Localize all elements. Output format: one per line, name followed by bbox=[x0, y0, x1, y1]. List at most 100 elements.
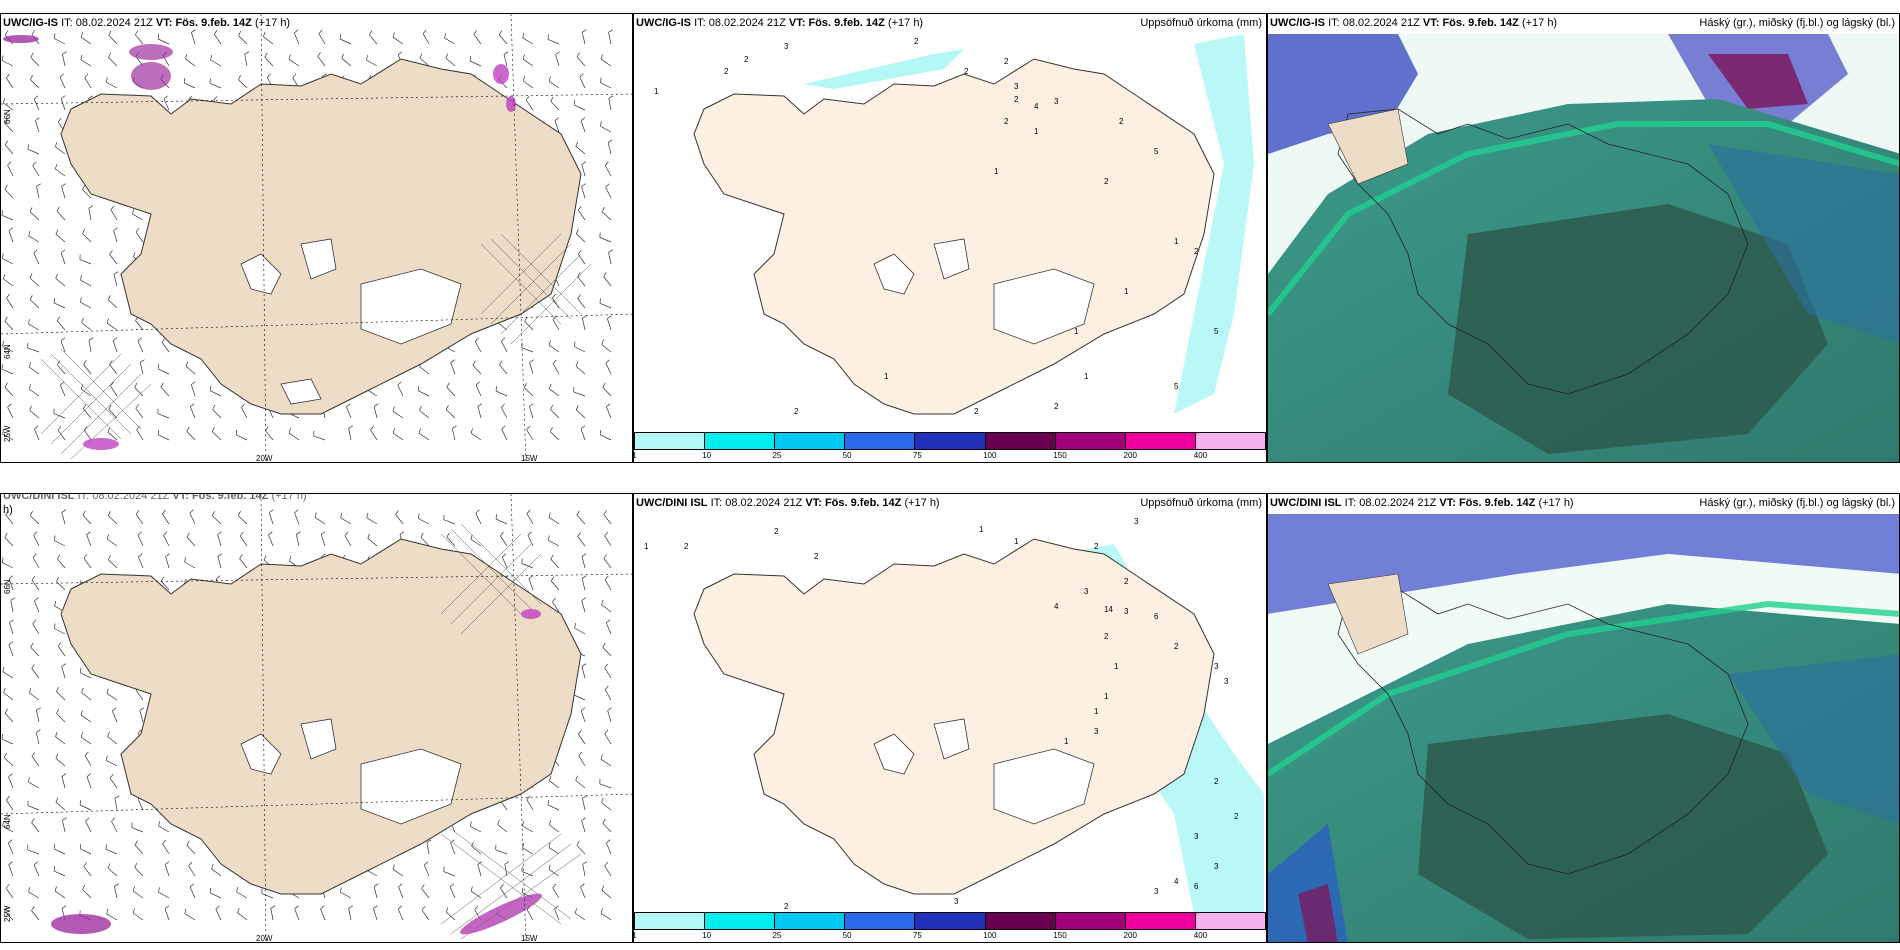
iceland-outline bbox=[1337, 588, 1749, 875]
wind-barb-flag bbox=[107, 295, 111, 301]
wind-barb bbox=[54, 848, 66, 855]
wind-barb bbox=[547, 804, 560, 811]
wind-barb-flag bbox=[495, 514, 497, 520]
wind-barb-flag bbox=[322, 73, 327, 77]
wind-map bbox=[1, 14, 632, 462]
wind-barb-flag bbox=[80, 732, 84, 738]
wind-barb bbox=[419, 366, 430, 375]
precip-value-label: 1 bbox=[884, 372, 889, 381]
wind-barb-flag bbox=[106, 688, 109, 694]
wind-barb-flag bbox=[577, 249, 582, 255]
wind-barb bbox=[134, 844, 144, 855]
wind-barb bbox=[268, 512, 274, 525]
wind-barb bbox=[189, 513, 196, 525]
panel-title: UWC/IG-IS IT: 08.02.2024 21Z VT: Fös. 9.… bbox=[3, 17, 291, 29]
wind-barb bbox=[604, 733, 612, 745]
wind-barb bbox=[185, 58, 196, 67]
wind-barb bbox=[4, 144, 14, 155]
wind-barb bbox=[606, 406, 612, 419]
wind-barb-flag bbox=[268, 531, 273, 536]
wind-barb-flag bbox=[85, 817, 90, 822]
wind-barb bbox=[576, 56, 586, 67]
wind-barb bbox=[106, 693, 118, 701]
precip-value-label: 2 bbox=[684, 542, 689, 551]
wind-barb-flag bbox=[33, 531, 38, 536]
colorbar-tick-label: 10 bbox=[702, 451, 712, 460]
precip-value-label: 1 bbox=[1014, 537, 1019, 546]
wind-barb bbox=[501, 341, 508, 353]
precip-value-label: 2 bbox=[1214, 777, 1219, 786]
wind-barb-flag bbox=[548, 512, 551, 518]
wind-barb-flag bbox=[549, 383, 552, 389]
wind-barb bbox=[548, 540, 560, 547]
wind-barb bbox=[241, 407, 248, 419]
wind-barb-flag bbox=[1, 364, 3, 370]
wind-barb bbox=[548, 81, 560, 89]
wind-barb bbox=[422, 33, 430, 45]
precip-value-label: 3 bbox=[954, 897, 959, 906]
wind-barb-flag bbox=[475, 381, 480, 386]
wind-barb bbox=[600, 434, 612, 441]
wind-barb bbox=[82, 189, 92, 199]
wind-barb bbox=[469, 60, 482, 67]
wind-barb-flag bbox=[582, 861, 588, 865]
wind-barb-flag bbox=[608, 95, 614, 99]
wind-barb-flag bbox=[84, 751, 89, 756]
wind-barb-flag bbox=[600, 77, 602, 83]
wind-barb-flag bbox=[106, 77, 108, 83]
wind-barb bbox=[580, 886, 586, 899]
wind-barb bbox=[157, 38, 170, 45]
wind-barb bbox=[165, 556, 170, 569]
wind-barb-flag bbox=[80, 297, 82, 303]
wind-barb-flag bbox=[114, 795, 120, 799]
wind-barb bbox=[5, 887, 14, 899]
wind-barb bbox=[602, 386, 612, 397]
wind-barb-flag bbox=[4, 184, 8, 190]
wind-barb bbox=[366, 59, 378, 67]
wind-barb bbox=[582, 864, 586, 877]
wind-barb bbox=[61, 512, 66, 525]
wind-barb-flag bbox=[603, 510, 607, 515]
panel-variable-title: Háský (gr.), miðský (fj.bl.) og lágský (… bbox=[1699, 497, 1895, 509]
wind-barb-flag bbox=[2, 341, 5, 347]
wind-barb bbox=[600, 759, 612, 767]
wind-barb-flag bbox=[184, 908, 187, 914]
wind-barb-flag bbox=[53, 866, 55, 872]
lat-label-25w: 25W bbox=[3, 425, 12, 442]
wind-barb bbox=[577, 298, 586, 309]
wind-barb bbox=[525, 99, 534, 111]
wind-barb-flag bbox=[105, 844, 107, 850]
wind-barb-flag bbox=[82, 884, 86, 890]
wind-barb-flag bbox=[573, 341, 576, 347]
wind-barb bbox=[57, 429, 66, 441]
wind-barb-flag bbox=[216, 575, 221, 580]
wind-barb-flag bbox=[211, 863, 214, 869]
wind-barb bbox=[500, 535, 508, 547]
wind-barb-flag bbox=[106, 318, 109, 324]
wind-barb bbox=[608, 98, 612, 111]
wind-barb bbox=[108, 57, 118, 67]
wind-barb-flag bbox=[580, 425, 586, 429]
panel-variable-title: Háský (gr.), miðský (fj.bl.) og lágský (… bbox=[1699, 17, 1895, 29]
wind-barb-flag bbox=[607, 707, 612, 711]
wind-barb bbox=[31, 668, 40, 679]
wind-barb-flag bbox=[56, 206, 60, 212]
wind-barb-flag bbox=[209, 78, 211, 84]
wind-barb-flag bbox=[445, 405, 449, 410]
wind-barb bbox=[3, 692, 14, 701]
colorbar-swatch bbox=[915, 913, 986, 929]
wind-barb-flag bbox=[599, 429, 602, 435]
wind-barb bbox=[79, 804, 92, 811]
wind-barb bbox=[55, 233, 66, 243]
wind-barb bbox=[522, 847, 534, 855]
wind-barb bbox=[392, 869, 404, 877]
wind-barb bbox=[31, 822, 40, 833]
colorbar-tick-label: 100 bbox=[983, 451, 997, 460]
wind-barb-flag bbox=[450, 359, 455, 364]
wind-barb bbox=[550, 101, 560, 111]
wind-barb bbox=[32, 623, 40, 635]
wind-barb-flag bbox=[31, 664, 35, 669]
wind-barb-flag bbox=[501, 403, 505, 408]
wind-barb-flag bbox=[157, 33, 160, 40]
wind-barb bbox=[449, 886, 456, 899]
